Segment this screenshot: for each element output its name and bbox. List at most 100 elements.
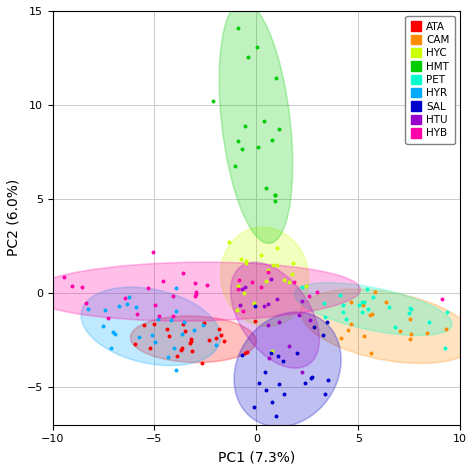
Point bbox=[272, 197, 279, 204]
Point bbox=[151, 321, 158, 328]
Point bbox=[235, 285, 242, 292]
Point bbox=[314, 289, 321, 296]
Point bbox=[234, 282, 242, 289]
Point bbox=[79, 284, 86, 291]
Ellipse shape bbox=[219, 1, 293, 244]
Point bbox=[109, 328, 117, 336]
Point bbox=[144, 284, 152, 292]
Point bbox=[242, 257, 250, 265]
Point bbox=[148, 332, 156, 339]
Point bbox=[293, 349, 301, 357]
Point bbox=[342, 315, 349, 322]
Point bbox=[268, 398, 276, 406]
Point bbox=[301, 379, 309, 387]
Point bbox=[264, 268, 272, 276]
Point bbox=[310, 324, 318, 331]
Point bbox=[193, 290, 201, 298]
Point bbox=[173, 353, 181, 360]
Point bbox=[251, 303, 259, 310]
Point bbox=[442, 325, 449, 333]
Point bbox=[360, 332, 368, 339]
Point bbox=[271, 191, 279, 199]
Point bbox=[173, 284, 180, 292]
Point bbox=[319, 332, 327, 339]
Point bbox=[253, 43, 260, 51]
Point bbox=[243, 349, 250, 356]
Point bbox=[155, 312, 163, 319]
Point bbox=[348, 298, 356, 306]
Point bbox=[405, 309, 413, 317]
Point bbox=[272, 191, 279, 199]
Point bbox=[238, 146, 246, 153]
Point bbox=[267, 275, 275, 283]
Point bbox=[242, 259, 250, 267]
Point bbox=[262, 184, 269, 192]
Point bbox=[285, 278, 293, 286]
Point bbox=[250, 404, 257, 411]
Point bbox=[170, 344, 178, 352]
Point bbox=[468, 368, 474, 376]
Point bbox=[289, 270, 296, 278]
Point bbox=[355, 301, 363, 309]
Y-axis label: PC2 (6.0%): PC2 (6.0%) bbox=[7, 179, 21, 257]
Point bbox=[164, 325, 171, 333]
Point bbox=[358, 309, 365, 316]
Point bbox=[268, 349, 275, 357]
Point bbox=[165, 332, 173, 339]
Point bbox=[133, 310, 141, 317]
Point bbox=[289, 259, 296, 267]
Point bbox=[126, 293, 133, 301]
Point bbox=[308, 374, 315, 382]
Point bbox=[155, 316, 162, 323]
Point bbox=[423, 329, 431, 337]
Point bbox=[251, 317, 258, 325]
Point bbox=[298, 369, 305, 376]
Legend: ATA, CAM, HYC, HMT, PET, HYR, SAL, HTU, HYB: ATA, CAM, HYC, HMT, PET, HYR, SAL, HTU, … bbox=[405, 16, 455, 144]
Point bbox=[268, 348, 275, 355]
Point bbox=[281, 390, 288, 398]
Point bbox=[264, 321, 271, 329]
Point bbox=[263, 277, 270, 284]
Point bbox=[262, 386, 270, 393]
Point bbox=[273, 296, 281, 303]
Point bbox=[273, 261, 281, 268]
Point bbox=[248, 278, 255, 286]
Point bbox=[104, 315, 111, 322]
Point bbox=[347, 321, 355, 328]
Point bbox=[260, 302, 268, 310]
Point bbox=[82, 299, 90, 306]
Point bbox=[60, 273, 68, 280]
Point bbox=[273, 413, 280, 420]
Point bbox=[201, 319, 208, 327]
Point bbox=[187, 335, 195, 343]
Point bbox=[179, 269, 186, 277]
Point bbox=[291, 278, 298, 285]
Point bbox=[274, 352, 282, 360]
Point bbox=[360, 299, 367, 306]
Point bbox=[132, 303, 140, 311]
Point bbox=[368, 310, 375, 318]
Point bbox=[444, 309, 451, 316]
Point bbox=[268, 136, 276, 144]
Point bbox=[239, 307, 246, 315]
Point bbox=[210, 97, 217, 105]
Point bbox=[255, 379, 263, 387]
Point bbox=[111, 331, 119, 338]
Point bbox=[115, 302, 123, 310]
Point bbox=[406, 335, 414, 343]
Ellipse shape bbox=[294, 283, 452, 335]
Point bbox=[238, 351, 246, 359]
Point bbox=[344, 326, 352, 334]
Point bbox=[234, 307, 241, 314]
Point bbox=[264, 300, 272, 308]
Ellipse shape bbox=[221, 227, 309, 326]
Point bbox=[407, 315, 414, 323]
Point bbox=[308, 373, 316, 381]
Point bbox=[212, 334, 219, 341]
Point bbox=[178, 344, 185, 351]
Point bbox=[260, 117, 267, 124]
Point bbox=[321, 390, 328, 398]
Point bbox=[123, 300, 131, 308]
Point bbox=[320, 299, 328, 307]
Point bbox=[178, 346, 185, 354]
